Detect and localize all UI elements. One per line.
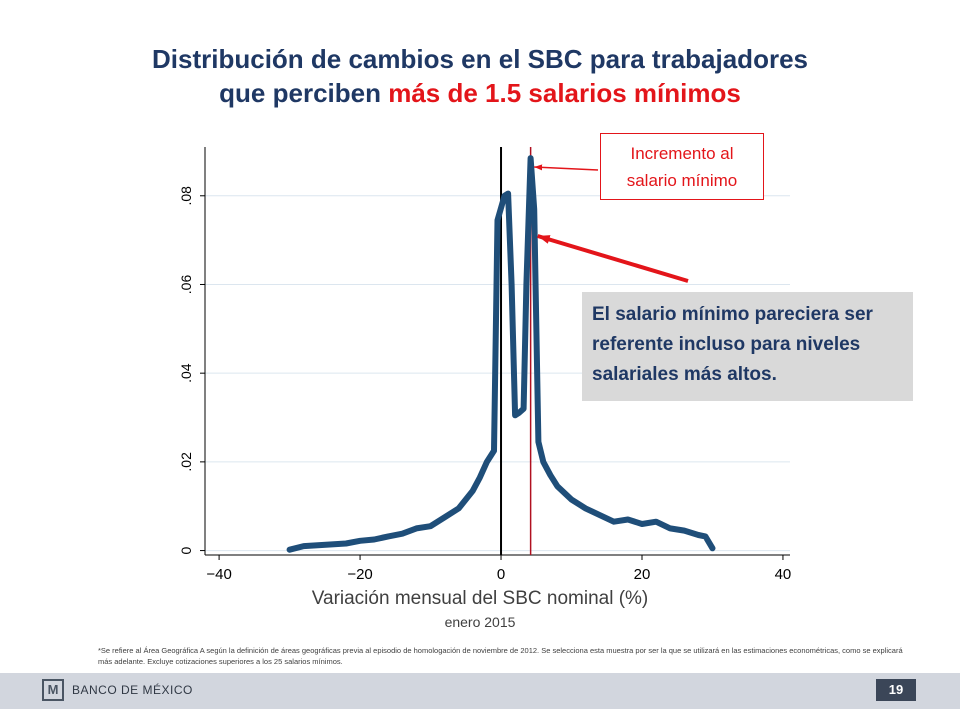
series-line (286, 155, 716, 553)
callout-red-text: Incremento al salario mínimo (626, 143, 738, 190)
y-tick-label: 0 (178, 546, 194, 554)
minimum-wage-increase-callout: Incremento al salario mínimo (600, 133, 764, 200)
reference-note-callout: El salario mínimo pareciera ser referent… (582, 292, 913, 401)
x-tick-label: −40 (206, 566, 231, 583)
chart-subtitle: enero 2015 (444, 614, 516, 630)
footer-org-name: BANCO DE MÉXICO (72, 683, 193, 697)
footer-bar: M BANCO DE MÉXICO (0, 673, 960, 709)
callout-grey-arrow (537, 234, 689, 283)
chart-title: Distribución de cambios en el SBC para t… (0, 42, 960, 110)
x-tick-label: 40 (775, 566, 792, 583)
x-tick-label: −20 (347, 566, 372, 583)
x-tick-label: 0 (497, 566, 505, 583)
x-axis-label: Variación mensual del SBC nominal (%) (311, 588, 649, 609)
y-tick-label: .06 (178, 275, 194, 295)
title-highlight: más de 1.5 salarios mínimos (388, 78, 741, 108)
callout-grey-text: El salario mínimo pareciera ser referent… (592, 304, 873, 385)
y-tick-label: .02 (178, 452, 194, 472)
footnote: *Se refiere al Área Geográfica A según l… (98, 646, 903, 666)
callout-red-arrow (534, 164, 599, 171)
banxico-logo-icon: M (42, 679, 64, 701)
page-number: 19 (876, 679, 916, 701)
x-tick-label: 20 (634, 566, 651, 583)
y-tick-label: .08 (178, 186, 194, 206)
title-line-2-prefix: que perciben (219, 78, 389, 108)
title-line-1: Distribución de cambios en el SBC para t… (152, 44, 808, 74)
y-tick-label: .04 (178, 363, 194, 383)
title-line-2: que perciben más de 1.5 salarios mínimos (0, 76, 960, 110)
